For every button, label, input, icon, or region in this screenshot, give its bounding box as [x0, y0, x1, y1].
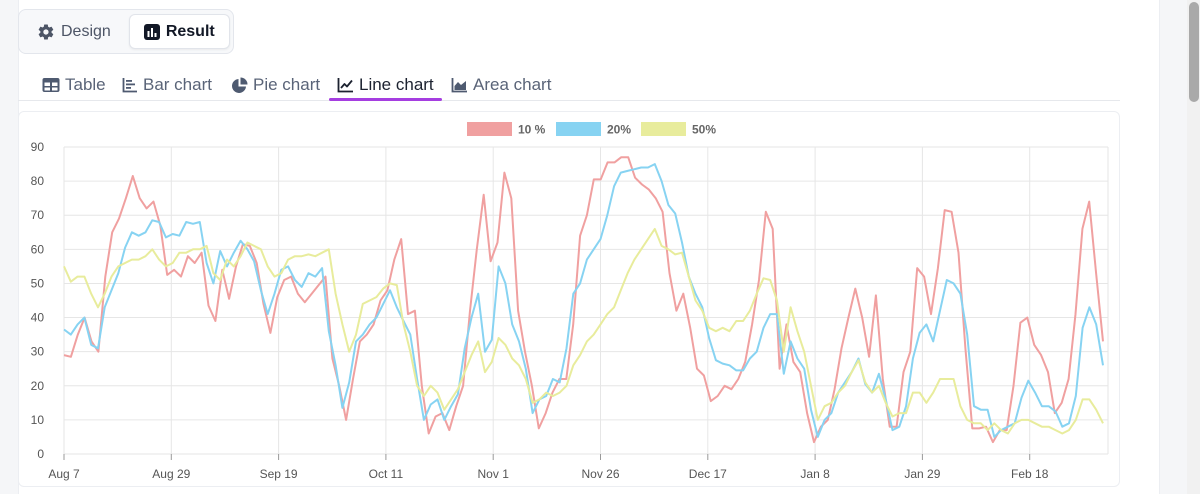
x-tick-label: Oct 11 [369, 467, 404, 481]
series-line-3 [63, 227, 1104, 435]
series-line-2 [63, 163, 1104, 438]
y-tick-label: 10 [31, 413, 45, 427]
y-tick-label: 0 [37, 447, 44, 461]
tab-table-label: Table [65, 75, 106, 94]
pie-chart-icon [232, 77, 248, 93]
tab-line-chart[interactable]: Line chart [337, 70, 434, 100]
x-tick-label: Feb 18 [1011, 467, 1049, 481]
mode-switch: Design Result [18, 9, 234, 54]
tab-area-chart-label: Area chart [473, 75, 552, 94]
legend: 10 % 20% 50% [467, 122, 716, 137]
legend-label-3: 50% [692, 123, 716, 137]
series-line-1 [63, 156, 1104, 444]
scrollbar-track[interactable] [1187, 0, 1200, 494]
gear-icon [38, 24, 54, 40]
grid [63, 146, 1109, 460]
y-tick-label: 20 [31, 379, 45, 393]
result-label: Result [165, 22, 215, 40]
x-tick-label: Aug 7 [48, 467, 80, 481]
chart-panel: 10 % 20% 50% 0 10 20 30 40 50 60 70 80 90 Aug 7 Aug … [18, 111, 1120, 487]
x-tick-label: Nov 26 [581, 467, 619, 481]
x-tick-label: Dec 17 [689, 467, 727, 481]
scrollbar-thumb[interactable] [1189, 2, 1199, 102]
y-tick-label: 70 [31, 208, 45, 222]
y-axis: 0 10 20 30 40 50 60 70 80 90 [31, 140, 45, 461]
line-chart-icon [337, 78, 353, 93]
legend-label-2: 20% [607, 123, 631, 137]
design-label: Design [61, 22, 111, 40]
x-tick-label: Aug 29 [152, 467, 190, 481]
result-chart-icon [143, 23, 160, 40]
design-button[interactable]: Design [23, 14, 125, 49]
tab-area-chart[interactable]: Area chart [451, 70, 551, 100]
tab-pie-chart[interactable]: Pie chart [231, 70, 320, 100]
x-tick-label: Sep 19 [260, 467, 298, 481]
x-tick-label: Nov 1 [478, 467, 510, 481]
tab-table[interactable]: Table [42, 70, 106, 100]
x-tick-label: Jan 8 [800, 467, 830, 481]
legend-swatch-3 [641, 122, 686, 136]
active-tab-indicator [329, 98, 442, 101]
y-tick-label: 80 [31, 174, 45, 188]
tab-bar-chart[interactable]: Bar chart [122, 70, 212, 100]
y-tick-label: 50 [31, 276, 45, 290]
series-lines [63, 156, 1104, 444]
chart-type-tabs: Table Bar chart Pie chart Line chart Are… [18, 62, 1120, 101]
x-axis: Aug 7 Aug 29 Sep 19 Oct 11 Nov 1 Nov 26 Dec 17… [48, 467, 1048, 481]
y-tick-label: 90 [31, 140, 45, 154]
tab-bar-chart-label: Bar chart [143, 75, 212, 94]
y-tick-label: 60 [31, 242, 45, 256]
x-tick-label: Jan 29 [904, 467, 940, 481]
y-tick-label: 40 [31, 311, 45, 325]
bar-chart-icon [122, 78, 137, 93]
table-icon [42, 78, 60, 92]
result-button[interactable]: Result [128, 14, 230, 49]
legend-swatch-1 [467, 122, 512, 136]
legend-swatch-2 [556, 122, 601, 136]
y-tick-label: 30 [31, 345, 45, 359]
tab-pie-chart-label: Pie chart [253, 75, 321, 94]
tab-line-chart-label: Line chart [359, 75, 434, 94]
legend-label-1: 10 % [518, 123, 546, 137]
area-chart-icon [451, 78, 467, 93]
